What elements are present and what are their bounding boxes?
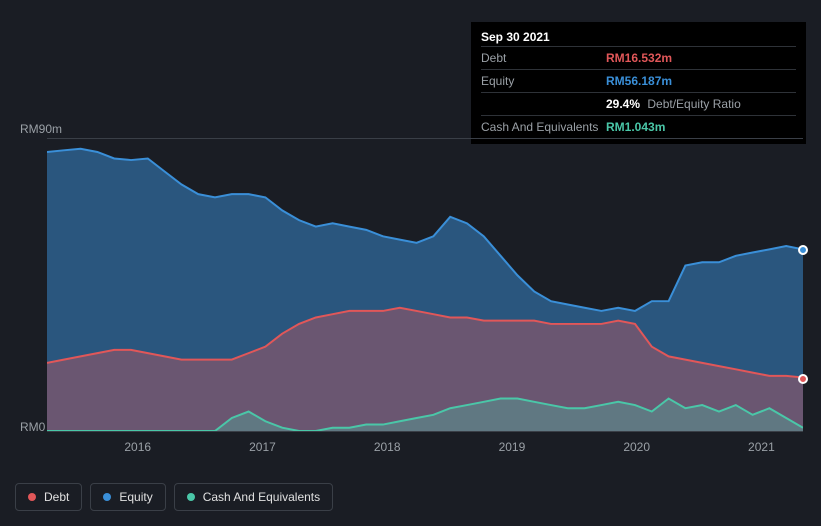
tooltip-ratio-spacer (481, 97, 606, 111)
marker-debt (798, 374, 808, 384)
tooltip-row-ratio: 29.4% Debt/Equity Ratio (481, 92, 796, 115)
tooltip-date: Sep 30 2021 (481, 28, 796, 46)
x-tick: 2017 (249, 440, 276, 454)
legend: Debt Equity Cash And Equivalents (15, 483, 333, 511)
legend-dot-debt (28, 493, 36, 501)
tooltip-equity-value: RM56.187m (606, 74, 672, 88)
legend-label-equity: Equity (119, 490, 152, 504)
chart-area: RM90m RM0 2016 2017 2018 2019 2020 2021 (15, 120, 806, 500)
legend-dot-equity (103, 493, 111, 501)
tooltip-equity-label: Equity (481, 74, 606, 88)
tooltip-debt-value: RM16.532m (606, 51, 672, 65)
tooltip-ratio-label: Debt/Equity Ratio (647, 97, 740, 111)
legend-item-equity[interactable]: Equity (90, 483, 165, 511)
chart-container: Sep 30 2021 Debt RM16.532m Equity RM56.1… (0, 0, 821, 526)
x-axis: 2016 2017 2018 2019 2020 2021 (47, 440, 803, 460)
plot-area[interactable] (47, 138, 803, 432)
tooltip-row-debt: Debt RM16.532m (481, 46, 796, 69)
legend-item-cash[interactable]: Cash And Equivalents (174, 483, 333, 511)
legend-dot-cash (187, 493, 195, 501)
legend-label-cash: Cash And Equivalents (203, 490, 320, 504)
chart-svg (47, 139, 803, 431)
tooltip-row-equity: Equity RM56.187m (481, 69, 796, 92)
legend-item-debt[interactable]: Debt (15, 483, 82, 511)
tooltip-ratio-value: 29.4% (606, 97, 640, 111)
x-tick: 2019 (499, 440, 526, 454)
x-tick: 2018 (374, 440, 401, 454)
tooltip-debt-label: Debt (481, 51, 606, 65)
x-tick: 2016 (124, 440, 151, 454)
x-tick: 2021 (748, 440, 775, 454)
x-tick: 2020 (623, 440, 650, 454)
marker-equity (798, 245, 808, 255)
y-axis-label-bottom: RM0 (20, 420, 45, 434)
legend-label-debt: Debt (44, 490, 69, 504)
y-axis-label-top: RM90m (20, 122, 62, 136)
